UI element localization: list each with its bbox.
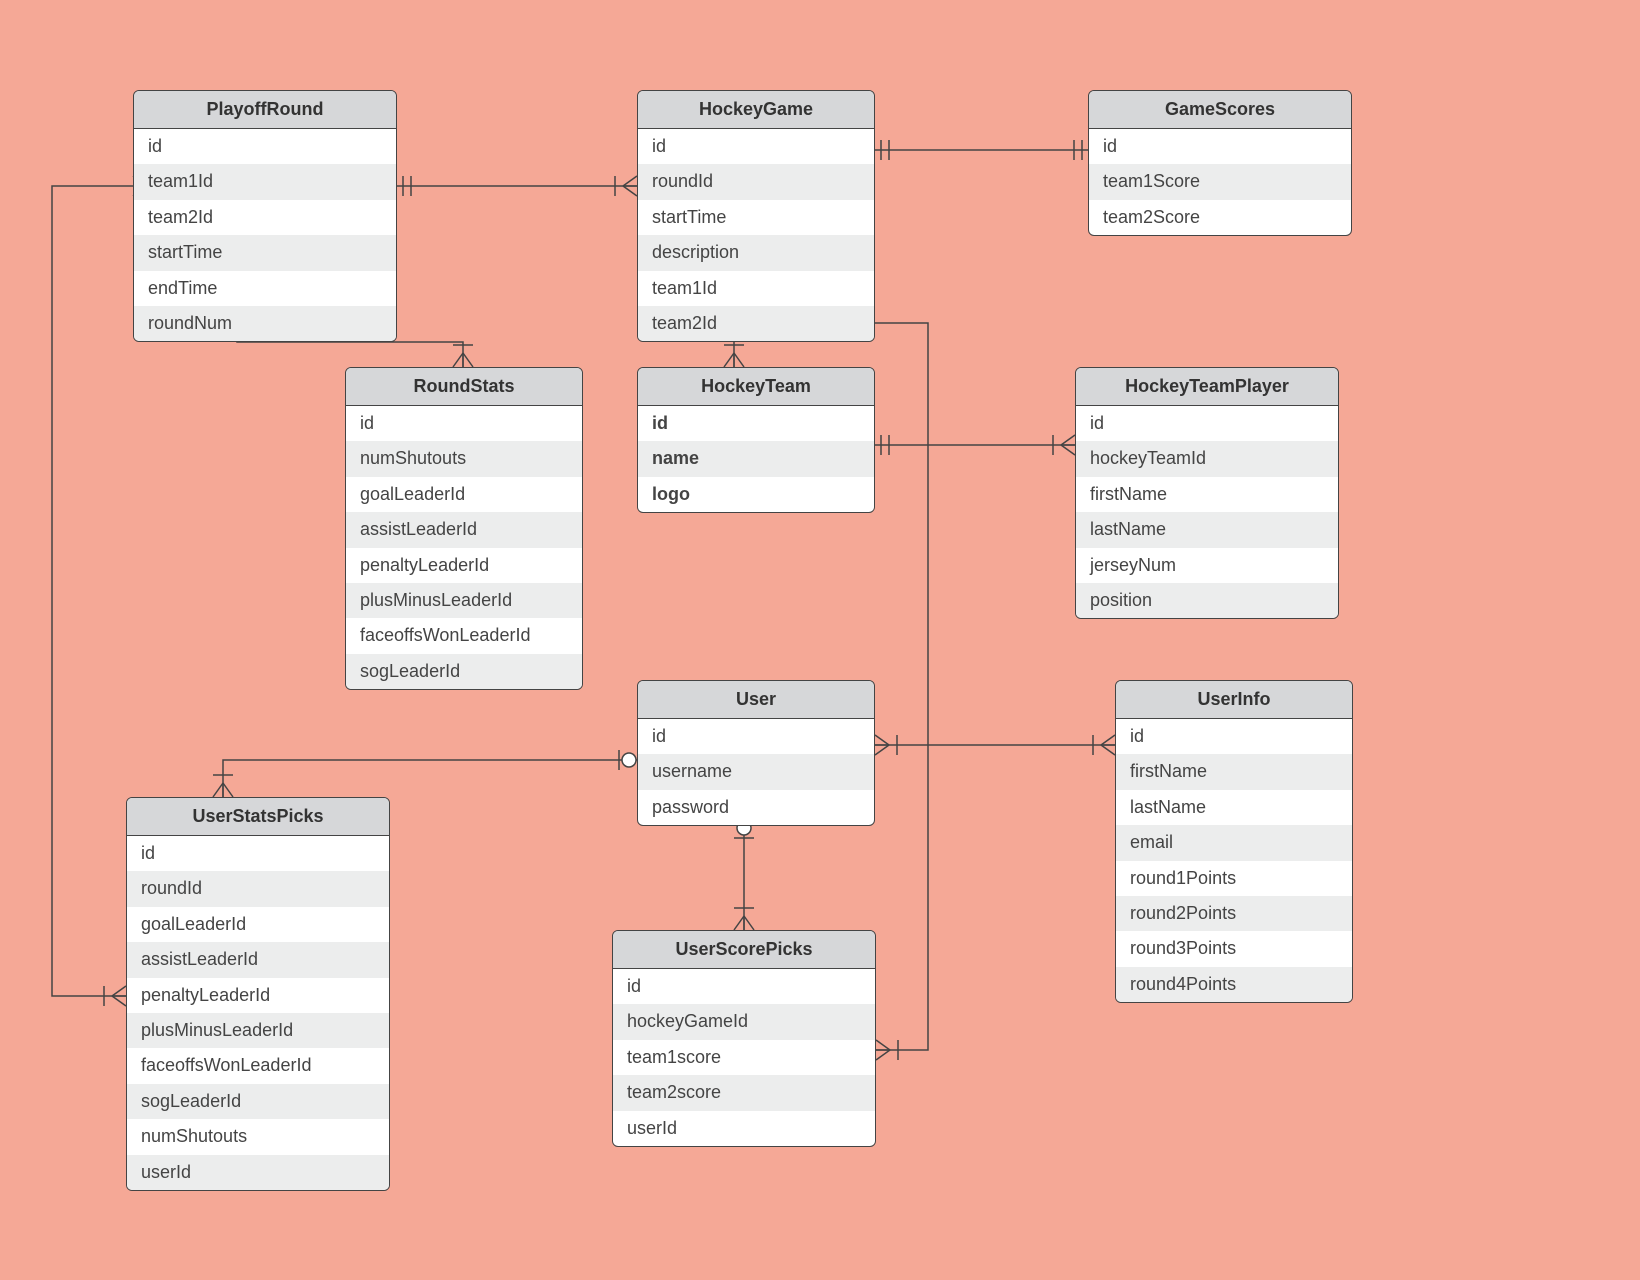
entity-header: UserStatsPicks xyxy=(127,798,389,836)
entity-gamescores: GameScoresidteam1Scoreteam2Score xyxy=(1088,90,1352,236)
entity-header: HockeyGame xyxy=(638,91,874,129)
entity-row: logo xyxy=(638,477,874,512)
entity-playoffround: PlayoffRoundidteam1Idteam2IdstartTimeend… xyxy=(133,90,397,342)
entity-row: id xyxy=(134,129,396,164)
entity-header: HockeyTeamPlayer xyxy=(1076,368,1338,406)
entity-row: numShutouts xyxy=(127,1119,389,1154)
entity-header: UserScorePicks xyxy=(613,931,875,969)
entity-userinfo: UserInfoidfirstNamelastNameemailround1Po… xyxy=(1115,680,1353,1003)
entity-row: position xyxy=(1076,583,1338,618)
entity-row: assistLeaderId xyxy=(346,512,582,547)
entity-user: Useridusernamepassword xyxy=(637,680,875,826)
entity-row: userId xyxy=(613,1111,875,1146)
entity-row: roundId xyxy=(127,871,389,906)
entity-row: team2Score xyxy=(1089,200,1351,235)
entity-row: userId xyxy=(127,1155,389,1190)
er-diagram-canvas: PlayoffRoundidteam1Idteam2IdstartTimeend… xyxy=(0,0,1640,1280)
entity-row: roundNum xyxy=(134,306,396,341)
entity-row: endTime xyxy=(134,271,396,306)
entity-row: penaltyLeaderId xyxy=(346,548,582,583)
entity-row: id xyxy=(346,406,582,441)
entity-row: round4Points xyxy=(1116,967,1352,1002)
entity-hockeyteamplayer: HockeyTeamPlayeridhockeyTeamIdfirstNamel… xyxy=(1075,367,1339,619)
entity-hockeygame: HockeyGameidroundIdstartTimedescriptiont… xyxy=(637,90,875,342)
entity-row: team1Id xyxy=(134,164,396,199)
entity-row: numShutouts xyxy=(346,441,582,476)
entity-row: firstName xyxy=(1116,754,1352,789)
entity-row: lastName xyxy=(1076,512,1338,547)
entity-row: startTime xyxy=(638,200,874,235)
entity-row: name xyxy=(638,441,874,476)
entity-hockeyteam: HockeyTeamidnamelogo xyxy=(637,367,875,513)
entity-row: penaltyLeaderId xyxy=(127,978,389,1013)
entity-row: id xyxy=(613,969,875,1004)
entity-row: team2score xyxy=(613,1075,875,1110)
entity-row: id xyxy=(638,129,874,164)
entity-row: id xyxy=(1116,719,1352,754)
entity-row: team1score xyxy=(613,1040,875,1075)
entity-row: sogLeaderId xyxy=(346,654,582,689)
entity-header: RoundStats xyxy=(346,368,582,406)
entity-header: GameScores xyxy=(1089,91,1351,129)
entity-row: faceoffsWonLeaderId xyxy=(127,1048,389,1083)
entity-row: team2Id xyxy=(134,200,396,235)
entity-row: assistLeaderId xyxy=(127,942,389,977)
entity-row: jerseyNum xyxy=(1076,548,1338,583)
entity-header: User xyxy=(638,681,874,719)
entity-row: username xyxy=(638,754,874,789)
entity-row: round3Points xyxy=(1116,931,1352,966)
entity-row: email xyxy=(1116,825,1352,860)
entity-header: UserInfo xyxy=(1116,681,1352,719)
entity-row: password xyxy=(638,790,874,825)
entity-row: hockeyGameId xyxy=(613,1004,875,1039)
entity-row: firstName xyxy=(1076,477,1338,512)
entity-userstatspicks: UserStatsPicksidroundIdgoalLeaderIdassis… xyxy=(126,797,390,1191)
entity-row: sogLeaderId xyxy=(127,1084,389,1119)
entity-row: id xyxy=(1076,406,1338,441)
entity-row: round2Points xyxy=(1116,896,1352,931)
entity-row: goalLeaderId xyxy=(127,907,389,942)
entity-row: team1Score xyxy=(1089,164,1351,199)
entity-row: team1Id xyxy=(638,271,874,306)
entity-roundstats: RoundStatsidnumShutoutsgoalLeaderIdassis… xyxy=(345,367,583,690)
entity-row: lastName xyxy=(1116,790,1352,825)
entity-row: startTime xyxy=(134,235,396,270)
entity-row: description xyxy=(638,235,874,270)
entity-row: plusMinusLeaderId xyxy=(127,1013,389,1048)
entity-row: id xyxy=(1089,129,1351,164)
entity-row: roundId xyxy=(638,164,874,199)
entity-header: HockeyTeam xyxy=(638,368,874,406)
entity-row: round1Points xyxy=(1116,861,1352,896)
entity-row: goalLeaderId xyxy=(346,477,582,512)
entity-row: plusMinusLeaderId xyxy=(346,583,582,618)
entity-row: id xyxy=(127,836,389,871)
entity-row: hockeyTeamId xyxy=(1076,441,1338,476)
entity-row: team2Id xyxy=(638,306,874,341)
entity-header: PlayoffRound xyxy=(134,91,396,129)
entity-userscorepicks: UserScorePicksidhockeyGameIdteam1scorete… xyxy=(612,930,876,1147)
entity-row: id xyxy=(638,719,874,754)
entity-row: id xyxy=(638,406,874,441)
entity-row: faceoffsWonLeaderId xyxy=(346,618,582,653)
